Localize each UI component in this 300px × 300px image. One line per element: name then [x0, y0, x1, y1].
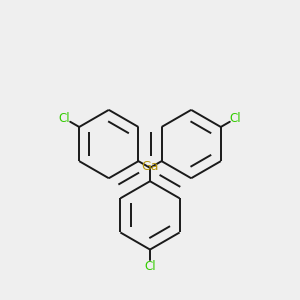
Text: Cl: Cl	[59, 112, 70, 125]
Text: Cl: Cl	[144, 260, 156, 273]
Text: Ga: Ga	[141, 160, 159, 173]
Text: Cl: Cl	[230, 112, 241, 125]
